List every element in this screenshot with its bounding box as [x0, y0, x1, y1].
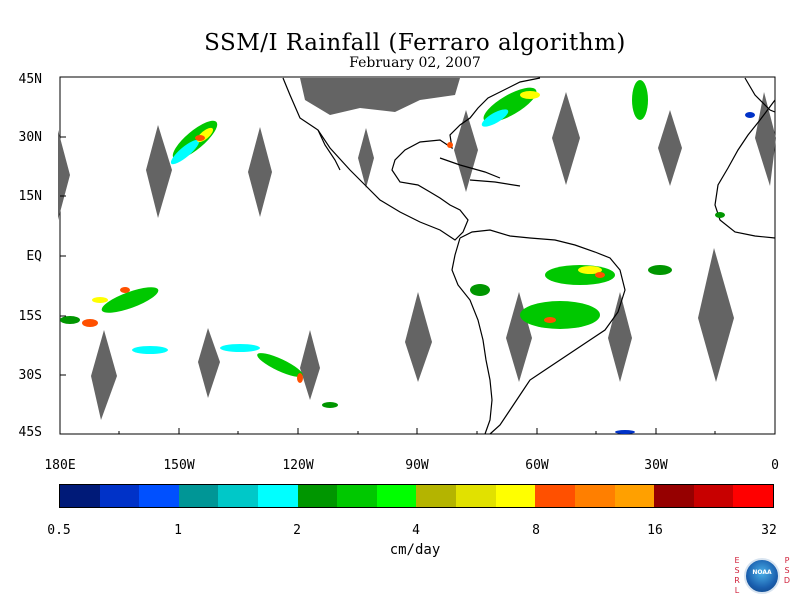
swath-gap: [755, 92, 776, 186]
colorbar-swatch: [376, 485, 417, 507]
lon-label-60w: 60W: [525, 458, 549, 473]
colorbar-swatch: [693, 485, 734, 507]
colorbar-swatch: [456, 485, 496, 507]
colorbar-tick: 32: [761, 523, 777, 538]
colorbar-swatch: [60, 485, 100, 507]
colorbar-swatch: [218, 485, 259, 507]
swath-gap: [248, 127, 272, 217]
coastline-na: [282, 77, 541, 241]
coastline-caribbean: [469, 179, 521, 187]
colorbar-swatch: [495, 485, 536, 507]
lat-label-45n: 45N: [18, 72, 42, 87]
colorbar-units: cm/day: [389, 542, 441, 558]
lon-label-150w: 150W: [163, 458, 195, 473]
swath-gap: [91, 330, 117, 420]
colorbar-swatch: [733, 485, 773, 507]
colorbar-swatch: [535, 485, 575, 507]
lat-label-30s: 30S: [18, 368, 42, 383]
colorbar-tick: 16: [647, 523, 663, 538]
swath-gap: [300, 330, 320, 400]
lat-label-30n: 30N: [18, 130, 42, 145]
swath-gap: [358, 128, 374, 188]
swath-gap: [698, 248, 734, 382]
colorbar-swatch: [574, 485, 615, 507]
swath-gap: [198, 328, 220, 398]
colorbar-swatch: [258, 485, 298, 507]
coastlines: [282, 77, 776, 435]
lat-label-45s: 45S: [18, 425, 42, 440]
colorbar-swatch: [614, 485, 655, 507]
no-data-north: [300, 78, 460, 115]
axis-ticks: [60, 136, 716, 434]
lon-label-30w: 30W: [644, 458, 668, 473]
lon-label-90w: 90W: [405, 458, 429, 473]
swath-gap: [506, 292, 532, 382]
lat-label-15s: 15S: [18, 309, 42, 324]
colorbar: [59, 484, 774, 508]
colorbar-swatch: [178, 485, 219, 507]
colorbar-tick: 0.5: [47, 523, 71, 538]
colorbar-swatch: [99, 485, 140, 507]
lon-label-120w: 120W: [282, 458, 314, 473]
swath-gap: [552, 92, 580, 185]
logo-text: NOAA: [752, 569, 772, 576]
swath-gap: [454, 110, 478, 192]
map-title: SSM/I Rainfall (Ferraro algorithm): [204, 30, 626, 56]
colorbar-swatch: [139, 485, 179, 507]
swath-gap: [658, 110, 682, 186]
colorbar-swatch: [337, 485, 377, 507]
colorbar-tick: 8: [532, 523, 540, 538]
lat-label-15n: 15N: [18, 189, 42, 204]
lat-label-eq: EQ: [26, 249, 42, 264]
coastline-baja: [317, 129, 341, 171]
colorbar-tick: 1: [174, 523, 182, 538]
noaa-emblem-icon: NOAA: [744, 558, 780, 594]
colorbar-tick: 4: [412, 523, 420, 538]
coastline-africa: [714, 99, 776, 239]
colorbar-tick: 2: [293, 523, 301, 538]
swath-gap: [146, 125, 172, 218]
colorbar-swatch: [654, 485, 694, 507]
coastline-iberia: [744, 77, 776, 113]
lon-label-0: 0: [771, 458, 779, 473]
coastline-sa: [451, 229, 626, 435]
colorbar-swatch: [416, 485, 457, 507]
map-date: February 02, 2007: [349, 55, 481, 71]
swath-gaps: [58, 78, 776, 420]
rain-patches: [60, 80, 755, 434]
swath-gap: [58, 130, 70, 220]
colorbar-swatch: [297, 485, 338, 507]
swath-gap: [405, 292, 432, 382]
swath-gap: [608, 292, 632, 382]
coastline-cuba: [439, 157, 501, 179]
lon-label-180e: 180E: [44, 458, 76, 473]
